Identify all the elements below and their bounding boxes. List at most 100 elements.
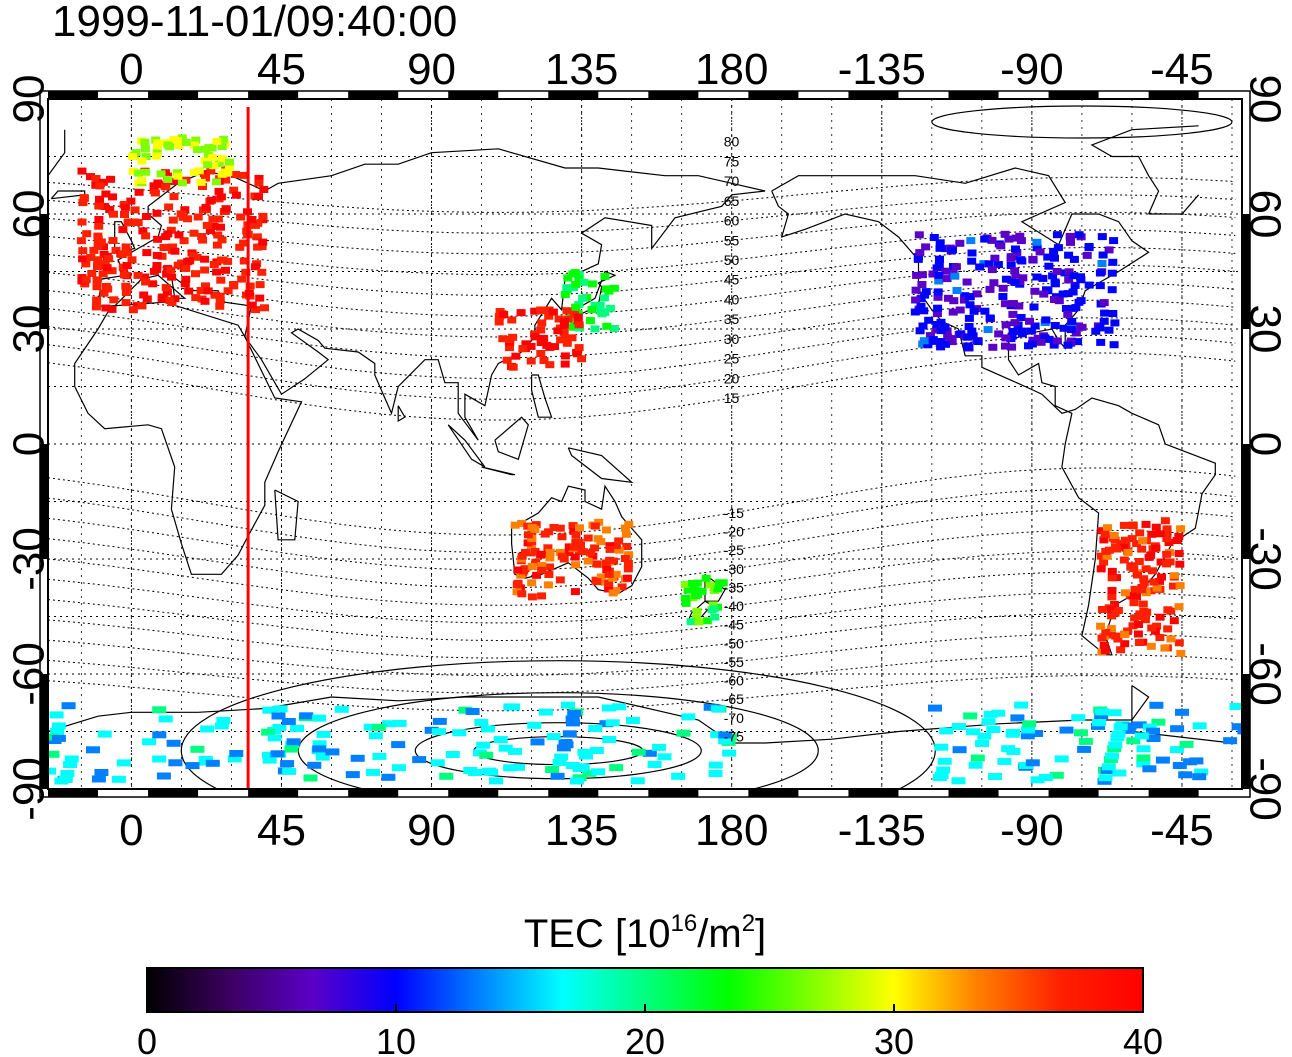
tec-point (973, 338, 983, 345)
tec-point (1113, 723, 1128, 731)
tec-point (915, 327, 925, 335)
tec-point (216, 193, 226, 201)
tec-point (602, 566, 612, 574)
tec-point (1024, 342, 1033, 350)
coastline (50, 190, 86, 200)
tec-point (928, 704, 942, 712)
tec-point (181, 275, 191, 283)
tec-point (272, 723, 287, 731)
tec-point (1132, 540, 1142, 548)
axis-bar-bottom (548, 789, 599, 797)
tec-point (1107, 606, 1117, 614)
tec-point (123, 218, 133, 226)
tec-point (1136, 760, 1151, 768)
tec-point (261, 751, 276, 759)
tec-point (1119, 521, 1129, 529)
axis-bar-bottom (1048, 789, 1099, 797)
tec-point (117, 251, 127, 258)
tec-point (1006, 335, 1016, 343)
tec-point (229, 281, 239, 288)
tec-point (1126, 563, 1136, 571)
tec-point (1070, 281, 1080, 289)
tec-point (198, 183, 207, 190)
tec-point (200, 266, 210, 274)
tec-point (969, 307, 979, 315)
tec-point (530, 547, 540, 555)
tec-point (1179, 740, 1194, 748)
tec-point (946, 335, 956, 343)
tec-point (545, 361, 555, 369)
tec-point (998, 293, 1008, 300)
tec-point (556, 336, 566, 344)
mlat-label: -35 (724, 579, 744, 595)
tec-point (260, 304, 269, 312)
tec-point (430, 759, 445, 767)
tec-point (1174, 603, 1184, 611)
tec-point (1146, 587, 1156, 595)
mlat-label: 75 (724, 153, 740, 169)
tec-point (93, 236, 103, 244)
tec-point (224, 162, 234, 170)
tec-point (94, 216, 104, 223)
tec-point (152, 209, 162, 217)
tec-point (1146, 727, 1160, 735)
tec-point (914, 231, 924, 239)
tec-point (1099, 641, 1109, 649)
tec-point (140, 145, 150, 153)
axis-bar-bottom (248, 789, 299, 797)
tec-point (217, 155, 227, 163)
tec-point (565, 715, 580, 723)
tec-point (315, 753, 330, 761)
tec-point (1155, 530, 1165, 538)
tec-point (980, 307, 990, 315)
tec-point (382, 720, 397, 728)
mlat-contour (48, 334, 1236, 400)
tec-point (536, 550, 546, 558)
tec-point (1101, 628, 1111, 636)
tec-point (1147, 624, 1157, 632)
tec-point (141, 168, 151, 176)
tec-point (569, 543, 579, 551)
mlat-contour (48, 591, 1236, 642)
tec-point (185, 762, 200, 770)
tec-point (334, 705, 349, 713)
tec-point (183, 215, 193, 223)
tec-point (1174, 533, 1184, 540)
tec-point (363, 723, 378, 731)
tec-point (1107, 286, 1117, 294)
tec-point (253, 243, 263, 251)
tec-point (345, 771, 360, 779)
tec-point (1038, 774, 1053, 781)
axis-border-bars (39, 90, 1251, 798)
tec-point (527, 579, 537, 587)
tec-point (964, 314, 974, 322)
tec-point (77, 218, 87, 226)
tec-point (77, 167, 87, 175)
tec-point (78, 255, 88, 263)
tec-point (996, 242, 1006, 250)
tec-point (968, 761, 983, 769)
tec-point (941, 267, 951, 275)
tec-point (150, 189, 160, 197)
tec-point (579, 752, 593, 760)
tec-point (239, 257, 249, 265)
mlat-contour (48, 211, 1236, 255)
tec-point (949, 297, 959, 305)
mlat-contour (48, 571, 1236, 624)
lon-tick-bottom: 180 (695, 806, 768, 855)
tec-point (1141, 520, 1151, 528)
tec-point (229, 750, 244, 757)
tec-point (206, 196, 216, 204)
tec-point (1128, 521, 1138, 529)
tec-point (1103, 524, 1112, 532)
tec-point (959, 296, 969, 304)
tec-point (919, 337, 929, 345)
tec-point (623, 560, 633, 567)
tec-point (1008, 300, 1018, 307)
tec-point (1028, 255, 1038, 263)
tec-point (1042, 286, 1051, 294)
lon-tick-bottom: -135 (838, 806, 926, 855)
tec-point (1104, 246, 1114, 254)
tec-point (604, 580, 614, 587)
mlat-contour (48, 509, 1236, 571)
